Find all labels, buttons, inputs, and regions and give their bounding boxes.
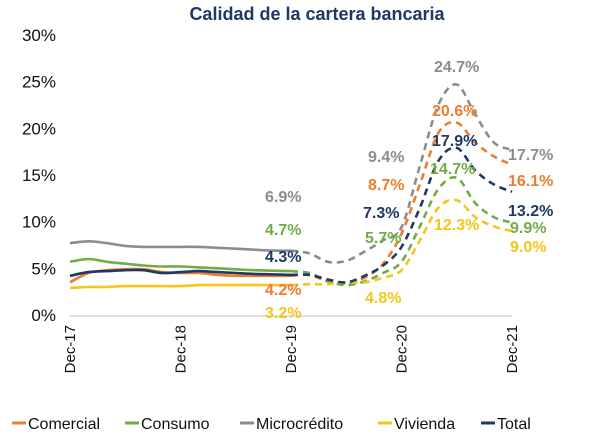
data-label: 7.3%: [363, 205, 399, 222]
y-tick-label: 5%: [31, 259, 56, 278]
x-tick-label: Dec-17: [62, 325, 79, 373]
legend-label-microcredito: Microcrédito: [256, 416, 343, 433]
x-tick-label: Dec-20: [394, 325, 411, 373]
series-line-consumo: [69, 257, 292, 273]
y-axis: 0% 5% 10% 15% 20% 25% 30%: [22, 26, 56, 325]
series-line-microcredito-projection: [290, 83, 513, 264]
data-label: 4.2%: [265, 282, 301, 299]
data-label: 6.9%: [265, 189, 301, 206]
legend-label-comercial: Comercial: [28, 416, 100, 433]
data-label: 16.1%: [508, 173, 553, 190]
x-tick-label: Dec-19: [283, 325, 300, 373]
chart-title: Calidad de la cartera bancaria: [189, 4, 445, 24]
data-label: 24.7%: [434, 59, 479, 76]
series-line-vivienda: [69, 283, 291, 290]
y-tick-label: 30%: [22, 26, 56, 45]
data-label: 9.0%: [510, 239, 546, 256]
series-line-total: [69, 268, 292, 278]
data-label: 5.7%: [365, 230, 401, 247]
data-label: 9.9%: [510, 220, 546, 237]
legend-label-vivienda: Vivienda: [394, 416, 455, 433]
x-tick-label: Dec-21: [504, 325, 521, 373]
data-label: 8.7%: [368, 177, 404, 194]
legend-label-total: Total: [497, 416, 531, 433]
data-label: 17.7%: [508, 147, 553, 164]
series-layer: [69, 83, 513, 290]
y-tick-label: 15%: [22, 166, 56, 185]
data-label: 9.4%: [368, 149, 404, 166]
data-label: 14.7%: [430, 161, 475, 178]
data-label: 12.3%: [434, 217, 479, 234]
y-tick-label: 0%: [31, 306, 56, 325]
data-label: 4.8%: [365, 290, 401, 307]
data-label: 13.2%: [508, 203, 553, 220]
y-tick-label: 10%: [22, 213, 56, 232]
series-line-consumo-projection: [290, 175, 513, 287]
y-tick-label: 20%: [22, 119, 56, 138]
series-line-comercial-projection: [290, 120, 513, 285]
data-label: 3.2%: [265, 305, 301, 322]
x-axis: Dec-17 Dec-18 Dec-19 Dec-20 Dec-21: [62, 315, 521, 373]
series-line-vivienda-projection: [290, 198, 513, 287]
data-label: 4.3%: [265, 249, 301, 266]
data-label: 17.9%: [432, 133, 477, 150]
x-tick-label: Dec-18: [173, 325, 190, 373]
legend: Comercial Consumo Microcrédito Vivienda Tota…: [12, 416, 531, 433]
data-label: 20.6%: [432, 103, 477, 120]
legend-label-consumo: Consumo: [141, 416, 210, 433]
series-line-microcredito: [69, 239, 292, 252]
data-label: 4.7%: [265, 222, 301, 239]
series-line-total-projection: [290, 146, 513, 284]
data-labels: 6.9% 4.7% 4.3% 4.2% 3.2% 9.4% 8.7% 7.3% 5.7% 4.8%…: [265, 59, 553, 322]
y-tick-label: 25%: [22, 73, 56, 92]
